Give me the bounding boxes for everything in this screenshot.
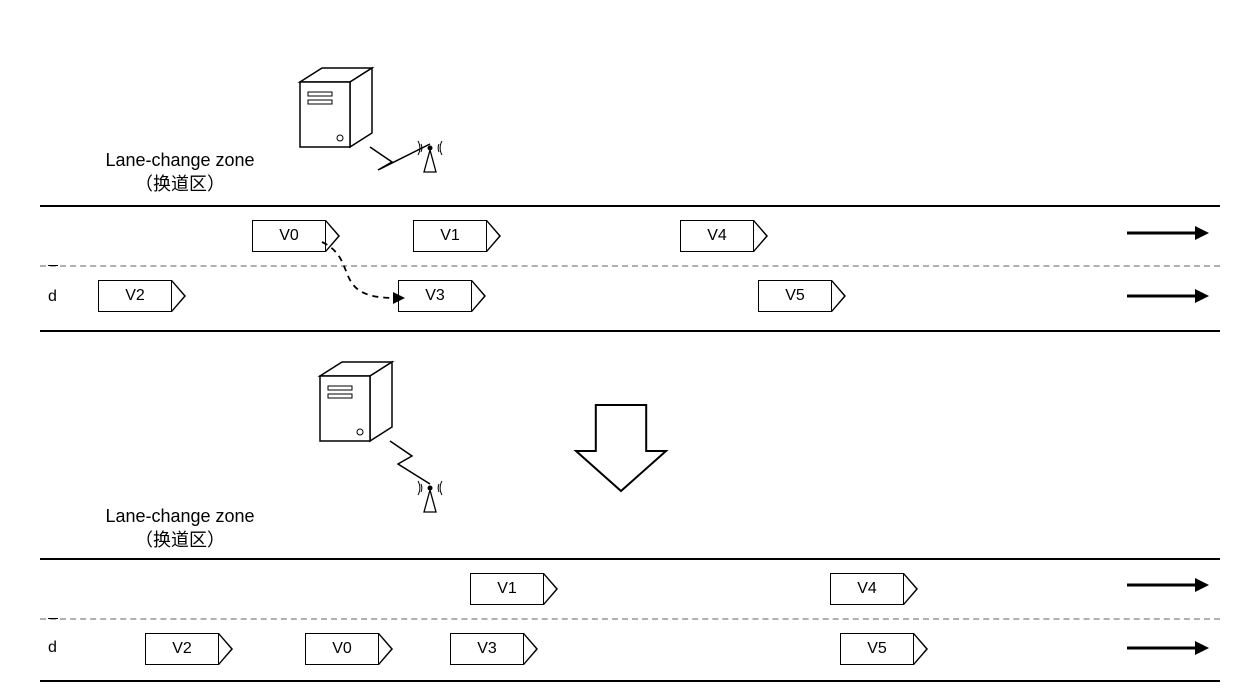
zone-label-en: Lane-change zone <box>105 506 254 526</box>
vehicle-nose-fill <box>524 635 536 663</box>
vehicle-v0: V0 <box>305 633 379 665</box>
lane-change-zone-label: Lane-change zone （换道区） <box>70 148 290 197</box>
vehicle-v4: V4 <box>830 573 904 605</box>
road-edge <box>40 205 1220 207</box>
lane-divider-dashed <box>40 265 1220 267</box>
lane-width-label: d <box>48 639 57 657</box>
direction-arrow-icon <box>1125 221 1215 245</box>
zone-label-en: Lane-change zone <box>105 150 254 170</box>
direction-arrow-icon <box>1125 573 1215 597</box>
direction-arrow-icon <box>1125 284 1215 308</box>
vehicle-nose-fill <box>914 635 926 663</box>
vehicle-nose-fill <box>172 282 184 310</box>
vehicle-v2: V2 <box>145 633 219 665</box>
vehicle-v5: V5 <box>758 280 832 312</box>
antenna-icon <box>410 138 450 178</box>
vehicle-v2: V2 <box>98 280 172 312</box>
lane-change-zone-label: Lane-change zone （换道区） <box>70 504 290 553</box>
vehicle-nose-fill <box>904 575 916 603</box>
vehicle-nose-fill <box>472 282 484 310</box>
zone-label-zh: （换道区） <box>135 174 225 194</box>
lane-width-label: d <box>48 288 57 306</box>
road-edge <box>40 558 1220 560</box>
vehicle-nose-fill <box>544 575 556 603</box>
lane-change-path-icon <box>312 232 425 328</box>
signal-zigzag-icon <box>290 62 500 242</box>
vehicle-v4: V4 <box>680 220 754 252</box>
road-edge <box>40 680 1220 682</box>
zone-label-zh: （换道区） <box>135 530 225 550</box>
vehicle-v3: V3 <box>450 633 524 665</box>
vehicle-nose-fill <box>219 635 231 663</box>
vehicle-nose-fill <box>379 635 391 663</box>
transition-down-arrow-icon <box>566 400 676 496</box>
vehicle-v5: V5 <box>840 633 914 665</box>
vehicle-nose-fill <box>754 222 766 250</box>
diagram-stage: Lane-change zone （换道区） d V0 V1 V4 V2 V3 V5 Lane-c… <box>0 0 1240 699</box>
signal-zigzag-icon <box>310 356 500 582</box>
vehicle-v1: V1 <box>470 573 544 605</box>
lane-divider-dashed <box>40 618 1220 620</box>
vehicle-nose-fill <box>832 282 844 310</box>
antenna-icon <box>410 478 450 518</box>
direction-arrow-icon <box>1125 636 1215 660</box>
d-tick-bot <box>48 330 58 331</box>
d-tick-top <box>48 265 58 266</box>
road-edge <box>40 330 1220 332</box>
d-tick-bot <box>48 680 58 681</box>
vehicle-nose-fill <box>487 222 499 250</box>
d-tick-top <box>48 618 58 619</box>
